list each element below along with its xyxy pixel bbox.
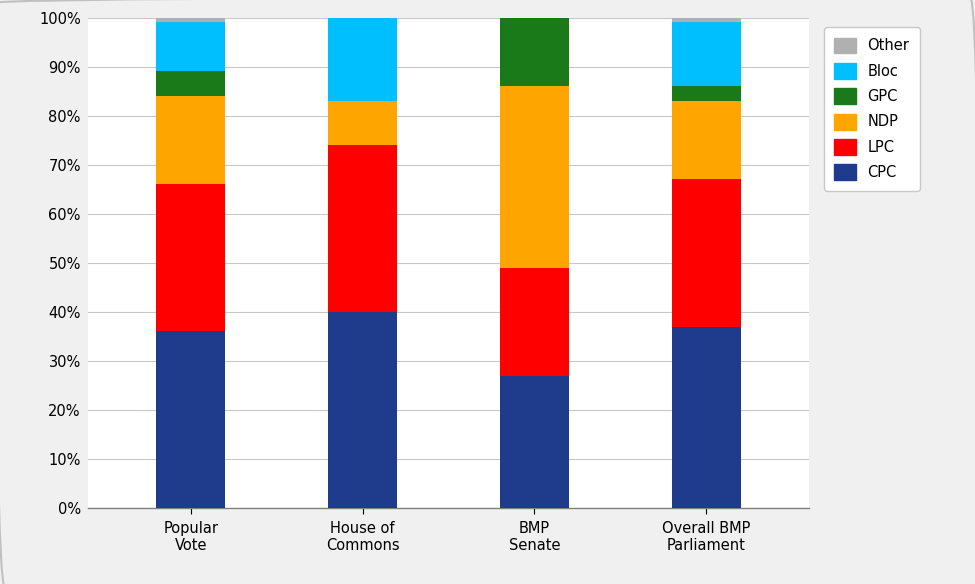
Bar [156, 332, 225, 508]
Bar [156, 22, 225, 71]
Bar [672, 101, 741, 179]
Bar [329, 18, 397, 101]
Bar [156, 71, 225, 96]
Bar [500, 86, 568, 267]
Bar [156, 185, 225, 332]
Bar [500, 18, 568, 86]
Bar [500, 376, 568, 508]
Bar [672, 18, 741, 22]
Bar [672, 326, 741, 508]
Bar [156, 96, 225, 185]
Legend: Other, Bloc, GPC, NDP, LPC, CPC: Other, Bloc, GPC, NDP, LPC, CPC [824, 27, 919, 190]
Bar [156, 18, 225, 22]
Bar [329, 312, 397, 508]
Bar [329, 145, 397, 312]
Bar [672, 179, 741, 326]
Bar [672, 86, 741, 101]
Bar [500, 267, 568, 376]
Bar [672, 22, 741, 86]
Bar [329, 101, 397, 145]
